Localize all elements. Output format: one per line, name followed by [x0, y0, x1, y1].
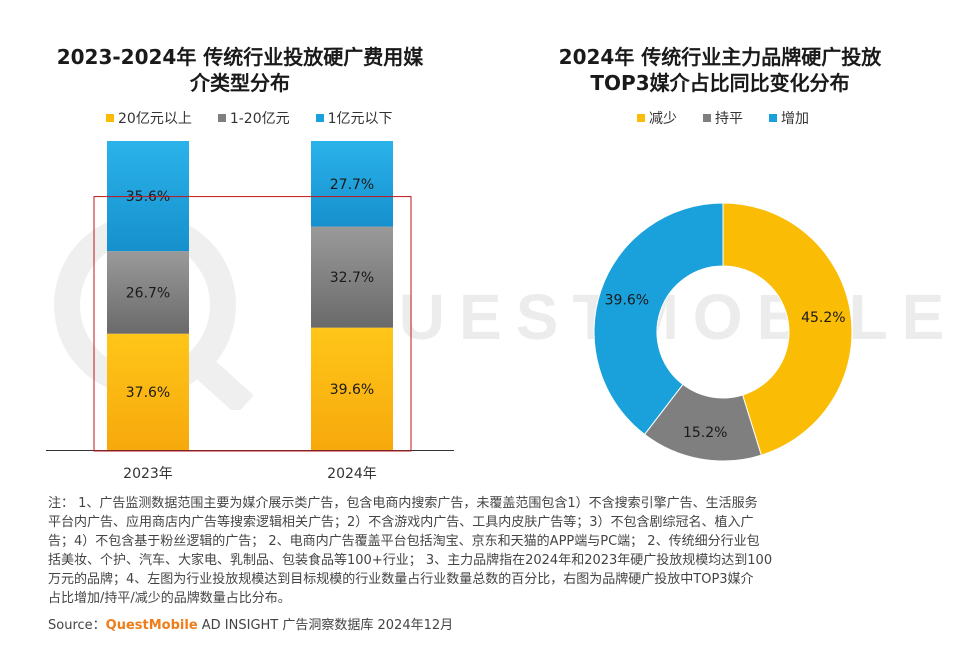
source-line: Source：QuestMobile AD INSIGHT 广告洞察数据库 20… [48, 614, 453, 633]
highlight-box [93, 196, 412, 452]
legend-swatch [315, 114, 324, 122]
legend-swatch [637, 114, 645, 122]
legend-label: 持平 [715, 111, 743, 127]
charts-canvas: 37.6%26.7%35.6%2023年39.6%32.7%27.7%2024年… [46, 141, 853, 482]
bar-data-label: 27.7% [330, 177, 374, 193]
legend-swatch [106, 114, 114, 122]
legend-label: 1亿元以下 [327, 111, 393, 127]
donut-slice [722, 202, 853, 456]
right-chart-legend: 减少 持平 增加 [637, 108, 809, 128]
legend-item-flat: 持平 [703, 108, 743, 128]
left-chart-title-line-1: 2023-2024年 传统行业投放硬广费用媒 [56, 45, 424, 69]
x-tick-label: 2024年 [327, 466, 377, 482]
legend-label: 1-20亿元 [229, 111, 290, 127]
donut-data-label: 39.6% [605, 292, 649, 308]
donut-chart: 45.2% 15.2% 39.6% [593, 202, 853, 462]
donut-slice [593, 202, 724, 436]
right-chart-title: 2024年 传统行业主力品牌硬广投放 TOP3媒介占比同比变化分布 [510, 44, 930, 96]
left-chart-title: 2023-2024年 传统行业投放硬广费用媒 介类型分布 [40, 44, 440, 96]
legend-label: 减少 [649, 111, 677, 127]
footnote-line: 括美妆、个护、汽车、大家电、乳制品、包装食品等100+行业； 3、主力品牌指在2… [48, 553, 773, 568]
legend-swatch [769, 114, 777, 122]
legend-item-increase: 增加 [769, 108, 809, 128]
legend-swatch [703, 114, 711, 122]
bar-segment [107, 333, 189, 450]
footnote-line: 注： 1、广告监测数据范围主要为媒介展示类广告，包含电商内搜索广告，未覆盖范围包… [48, 496, 758, 511]
left-chart-legend: 20亿元以上 1-20亿元 1亿元以下 [106, 108, 393, 128]
bar-segment [311, 327, 393, 450]
source-text: AD INSIGHT 广告洞察数据库 2024年12月 [197, 618, 454, 633]
footnotes: 注： 1、广告监测数据范围主要为媒介展示类广告，包含电商内搜索广告，未覆盖范围包… [48, 494, 920, 608]
legend-swatch [217, 114, 226, 122]
bar-data-label: 39.6% [330, 382, 374, 398]
bar-data-label: 37.6% [126, 385, 170, 401]
bar-segment [107, 141, 189, 252]
legend-item-over-2b: 20亿元以上 [106, 108, 192, 128]
left-chart-title-line-2: 介类型分布 [190, 71, 290, 95]
legend-item-decrease: 减少 [637, 108, 677, 128]
legend-label: 增加 [781, 111, 809, 127]
bar-data-label: 26.7% [126, 285, 170, 301]
donut-data-label: 45.2% [801, 310, 845, 326]
source-brand: QuestMobile [105, 618, 198, 633]
right-chart-title-line-2: TOP3媒介占比同比变化分布 [590, 71, 850, 95]
legend-label: 20亿元以上 [118, 111, 192, 127]
x-tick-label: 2023年 [123, 466, 173, 482]
footnote-line: 告；4）不包含基于粉丝逻辑的广告； 2、电商内广告覆盖平台包括淘宝、京东和天猫的… [48, 534, 760, 549]
bar-segment [107, 251, 189, 334]
bar-segment [311, 226, 393, 328]
right-chart-title-line-1: 2024年 传统行业主力品牌硬广投放 [558, 45, 882, 69]
footnote-line: 平台内广告、应用商店内广告等搜索逻辑相关广告；2）不含游戏内广告、工具内皮肤广告… [48, 515, 754, 530]
legend-item-under-100m: 1亿元以下 [315, 108, 393, 128]
legend-item-100m-2b: 1-20亿元 [217, 108, 290, 128]
source-label: Source： [48, 618, 106, 633]
bar-segment [311, 141, 393, 227]
footnote-line: 占比增加/持平/减少的品牌数量占比分布。 [48, 591, 291, 606]
donut-data-label: 15.2% [683, 425, 727, 441]
footnote-line: 万元的品牌；4、左图为行业投放规模达到目标规模的行业数量占行业数量总数的百分比，… [48, 572, 754, 587]
bar-data-label: 32.7% [330, 270, 374, 286]
